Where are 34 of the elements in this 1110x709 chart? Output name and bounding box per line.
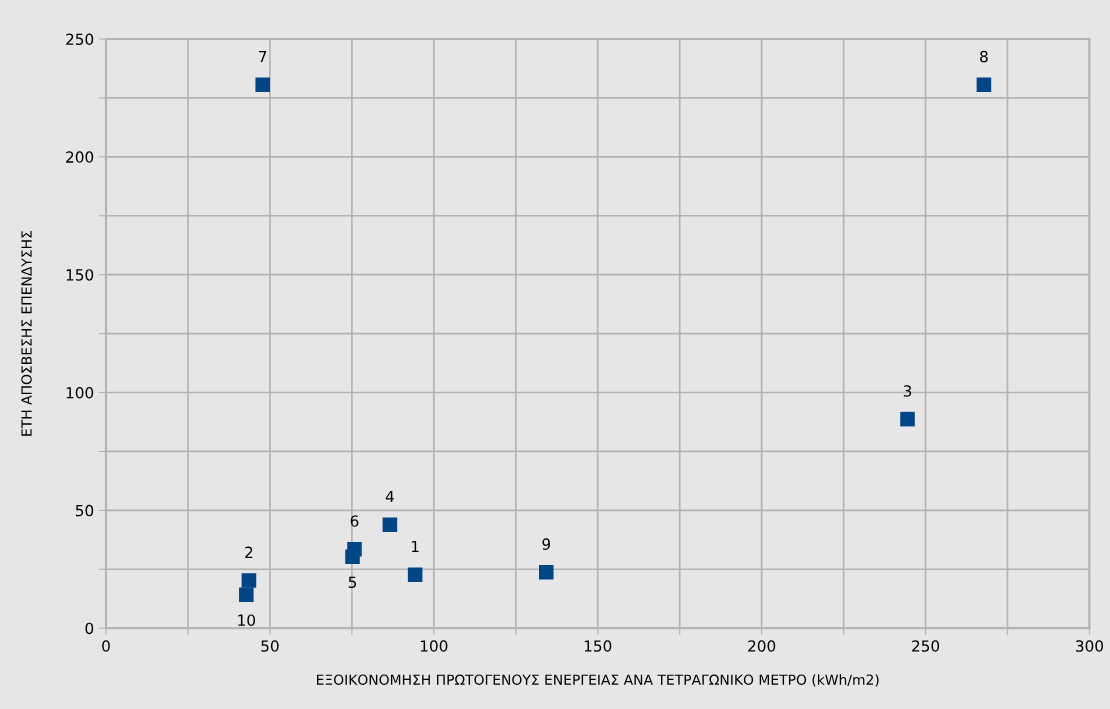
x-axis-title: ΕΞΟΙΚΟΝΟΜΗΣΗ ΠΡΩΤΟΓΕΝΟΥΣ ΕΝΕΡΓΕΙΑΣ ΑΝΑ ΤΕΤΡΑΓΩΝΙΚΟ ΜΕΤΡΟ (kWh/m2) [317, 674, 879, 687]
x-tick-label: 150 [584, 640, 612, 652]
point [241, 573, 257, 588]
annotation: 3 [903, 385, 912, 397]
annotation: 1 [411, 540, 419, 553]
y-tick-label: 150 [66, 269, 94, 281]
point [407, 567, 423, 582]
y-axis-title: ΕΤΗ ΑΠΟΣΒΕΣΗΣ ΕΠΕΝΔΥΣΗΣ [21, 231, 32, 436]
x-tick-label: 50 [261, 640, 279, 652]
annotation: 9 [542, 538, 551, 550]
annotation: 6 [350, 515, 359, 527]
y-tick-label: 250 [66, 33, 94, 46]
annotation: 10 [238, 614, 256, 626]
y-tick-label: 0 [85, 622, 94, 635]
x-tick-label: 0 [102, 640, 110, 652]
annotation: 5 [348, 576, 357, 589]
point [382, 517, 398, 532]
y-tick-label: 100 [66, 386, 94, 399]
annotation: 4 [385, 490, 394, 503]
y-tick-label: 200 [66, 151, 94, 163]
point [900, 411, 915, 427]
x-tick-label: 100 [420, 640, 448, 652]
x-tick-label: 300 [1076, 640, 1104, 652]
y-tick-label: 50 [75, 504, 94, 517]
annotation: 8 [980, 50, 988, 63]
annotation: 7 [259, 50, 267, 63]
point [538, 565, 554, 580]
point [239, 587, 254, 602]
x-tick-label: 200 [748, 640, 776, 652]
x-tick-label: 250 [912, 640, 940, 652]
point [255, 77, 270, 92]
point [347, 541, 362, 557]
annotation: 2 [245, 546, 253, 558]
point [976, 77, 992, 92]
